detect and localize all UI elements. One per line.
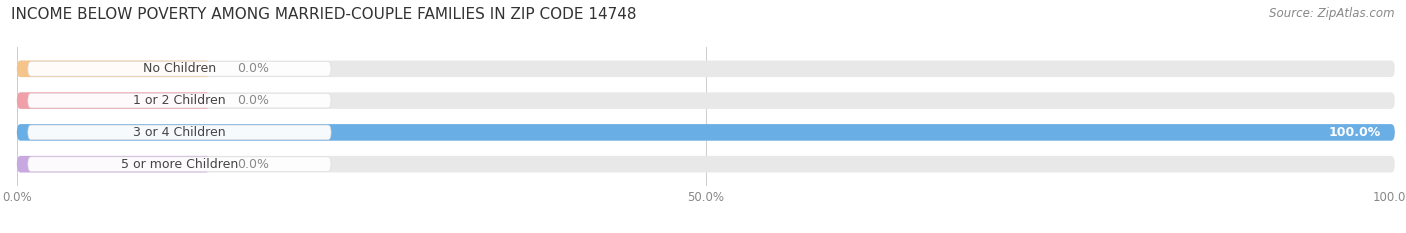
FancyBboxPatch shape xyxy=(28,62,330,76)
FancyBboxPatch shape xyxy=(28,93,330,108)
FancyBboxPatch shape xyxy=(17,124,1395,141)
FancyBboxPatch shape xyxy=(17,61,1395,77)
Text: 0.0%: 0.0% xyxy=(238,62,270,75)
Text: INCOME BELOW POVERTY AMONG MARRIED-COUPLE FAMILIES IN ZIP CODE 14748: INCOME BELOW POVERTY AMONG MARRIED-COUPL… xyxy=(11,7,637,22)
Text: Source: ZipAtlas.com: Source: ZipAtlas.com xyxy=(1270,7,1395,20)
FancyBboxPatch shape xyxy=(17,156,209,172)
FancyBboxPatch shape xyxy=(17,92,209,109)
Text: 0.0%: 0.0% xyxy=(238,158,270,171)
FancyBboxPatch shape xyxy=(17,92,1395,109)
FancyBboxPatch shape xyxy=(17,156,1395,172)
Text: 100.0%: 100.0% xyxy=(1329,126,1381,139)
FancyBboxPatch shape xyxy=(28,125,330,140)
Text: No Children: No Children xyxy=(143,62,217,75)
FancyBboxPatch shape xyxy=(17,124,1395,141)
Text: 0.0%: 0.0% xyxy=(238,94,270,107)
Text: 5 or more Children: 5 or more Children xyxy=(121,158,238,171)
FancyBboxPatch shape xyxy=(17,61,209,77)
Text: 3 or 4 Children: 3 or 4 Children xyxy=(134,126,226,139)
Text: 1 or 2 Children: 1 or 2 Children xyxy=(134,94,226,107)
FancyBboxPatch shape xyxy=(28,157,330,171)
